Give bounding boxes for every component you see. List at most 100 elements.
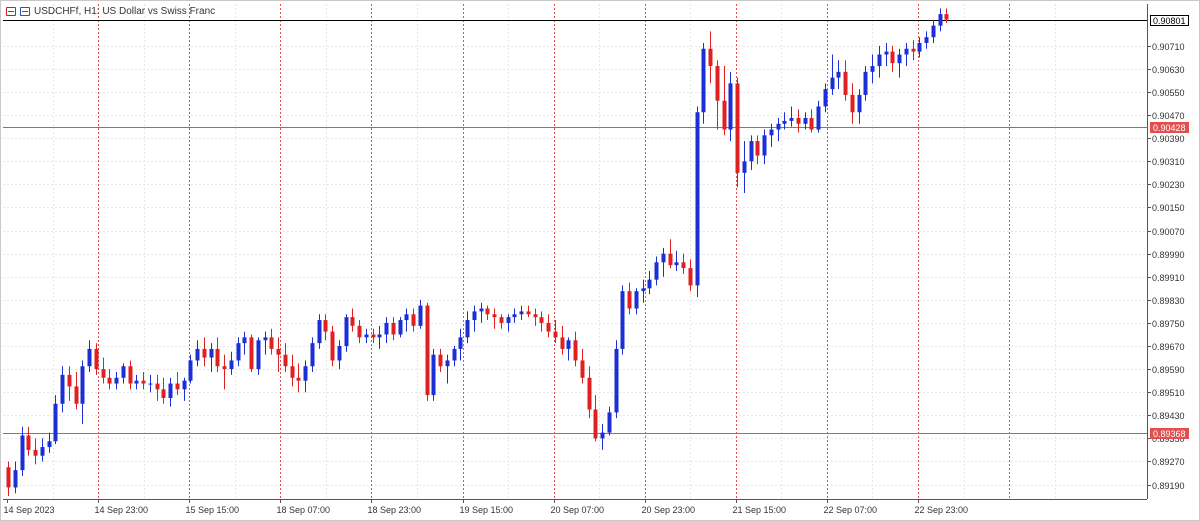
y-axis-ticks: 0.90710 0.90630 0.90550 0.90470 0.90390 0.903… xyxy=(1147,42,1185,491)
candle-body xyxy=(67,374,72,387)
candle-body xyxy=(485,308,490,315)
candle xyxy=(155,374,160,401)
candle xyxy=(782,112,787,130)
candle-body xyxy=(755,141,760,156)
candle-body xyxy=(836,71,841,78)
candle xyxy=(236,337,241,367)
candle-body xyxy=(168,383,173,398)
candle xyxy=(87,340,92,373)
candle-body xyxy=(134,380,139,384)
candle-body xyxy=(377,334,382,338)
candle-body xyxy=(215,348,220,367)
candle xyxy=(202,337,207,367)
candle xyxy=(350,308,355,332)
candle-body xyxy=(647,279,652,289)
candle-body xyxy=(769,129,774,136)
x-axis-ticks: 14 Sep 2023 14 Sep 23:00 15 Sep 15:00 18 Se… xyxy=(4,499,968,515)
candle xyxy=(607,406,612,436)
candle-body xyxy=(398,320,403,335)
candle-body xyxy=(121,366,126,378)
candle xyxy=(499,314,504,329)
candle-body xyxy=(364,334,369,338)
level-lower-badge[interactable]: 0.89368 xyxy=(1150,428,1189,439)
candle-body xyxy=(796,118,801,124)
x-tick-label: 21 Sep 15:00 xyxy=(733,505,787,515)
candle xyxy=(614,340,619,419)
candle xyxy=(600,423,605,450)
level-upper-badge[interactable]: 0.90428 xyxy=(1150,122,1189,133)
grid xyxy=(3,4,1147,499)
candle-body xyxy=(6,467,11,488)
candle xyxy=(94,343,99,375)
candle xyxy=(404,308,409,332)
y-tick-label: 0.90550 xyxy=(1152,88,1185,98)
candle xyxy=(290,354,295,387)
candle-body xyxy=(209,348,214,358)
y-tick-label: 0.89990 xyxy=(1152,250,1185,260)
candle xyxy=(479,302,484,323)
candle xyxy=(411,308,416,332)
chart-title-bar: USDCHFf, H1: US Dollar vs Swiss Franc xyxy=(6,3,215,19)
candle xyxy=(357,320,362,344)
candle-body xyxy=(539,317,544,323)
candle-body xyxy=(13,470,18,488)
horizontal-levels xyxy=(3,20,1147,434)
candle xyxy=(573,331,578,367)
candle-body xyxy=(701,48,706,113)
candle-body xyxy=(438,354,443,367)
candle-body xyxy=(148,383,153,385)
candle xyxy=(863,66,868,101)
candle-body xyxy=(533,314,538,318)
candle-body xyxy=(283,354,288,367)
candle xyxy=(857,89,862,124)
candle xyxy=(890,45,895,72)
candle xyxy=(647,270,652,295)
candle-body xyxy=(303,366,308,381)
x-tick-label: 18 Sep 07:00 xyxy=(277,505,331,515)
candle-body xyxy=(762,135,767,156)
candle-body xyxy=(155,383,160,390)
candle-body xyxy=(479,308,484,312)
candle-body xyxy=(458,337,463,349)
candle-body xyxy=(310,343,315,367)
candle-body xyxy=(938,14,943,26)
candle xyxy=(276,337,281,373)
candle-body xyxy=(350,317,355,326)
candle xyxy=(222,354,227,390)
candle xyxy=(593,395,598,442)
x-tick-label: 19 Sep 15:00 xyxy=(460,505,514,515)
y-tick-label: 0.89670 xyxy=(1152,342,1185,352)
candle xyxy=(762,129,767,165)
candle xyxy=(242,331,247,355)
candle-body xyxy=(593,409,598,439)
candle-body xyxy=(195,348,200,361)
candle xyxy=(695,106,700,297)
candle xyxy=(674,250,679,271)
x-tick-label: 22 Sep 07:00 xyxy=(824,505,878,515)
candle xyxy=(377,325,382,349)
y-tick-label: 0.89350 xyxy=(1152,434,1185,444)
x-tick-label: 15 Sep 15:00 xyxy=(186,505,240,515)
candle xyxy=(371,328,376,344)
candle xyxy=(830,54,835,95)
candle xyxy=(492,308,497,329)
candle-body xyxy=(47,441,52,448)
candle xyxy=(310,337,315,373)
candle-body xyxy=(580,360,585,378)
candle xyxy=(580,348,585,384)
candle-body xyxy=(931,25,936,38)
candle-body xyxy=(492,314,497,318)
chart-properties-icon[interactable] xyxy=(20,6,30,16)
candle xyxy=(249,334,254,373)
y-tick-label: 0.89510 xyxy=(1152,388,1185,398)
y-tick-label: 0.90470 xyxy=(1152,111,1185,121)
candle xyxy=(870,54,875,84)
candle-body xyxy=(600,432,605,439)
chart-window-icon[interactable] xyxy=(6,6,16,16)
candle-body xyxy=(337,346,342,361)
candle xyxy=(897,48,902,78)
candle xyxy=(938,8,943,32)
candle xyxy=(269,328,274,355)
